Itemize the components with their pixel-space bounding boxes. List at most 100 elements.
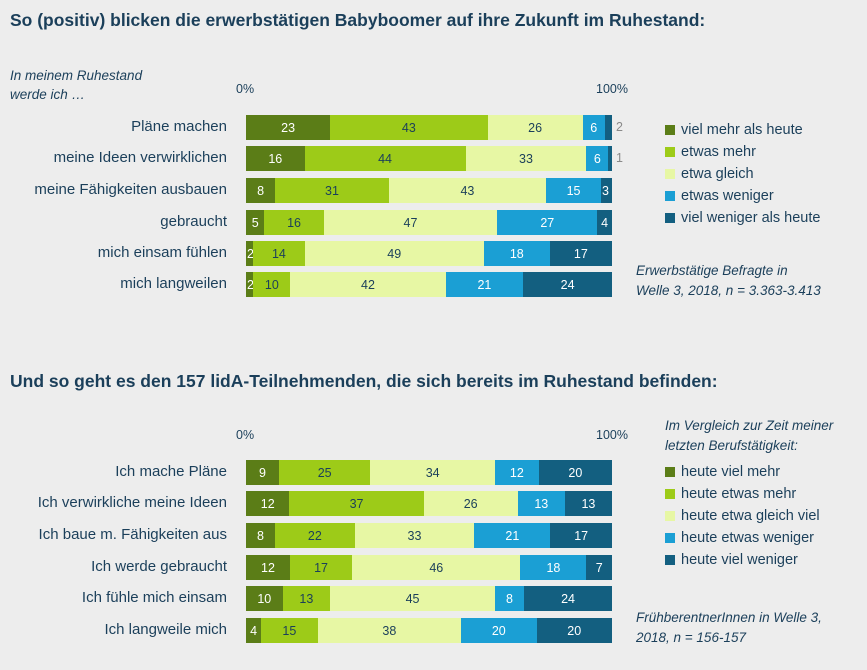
chart2-bar-segment: 12 (246, 491, 290, 516)
chart2-data-label: 22 (307, 528, 322, 543)
chart2-data-label: 24 (561, 591, 575, 606)
chart1-legend-swatch (665, 147, 675, 157)
chart2-data-label: 4 (250, 623, 258, 638)
chart1-legend-label: viel mehr als heute (681, 122, 803, 138)
chart1-data-label: 16 (268, 151, 283, 166)
chart1-legend-swatch (665, 169, 675, 179)
chart2-data-label: 46 (429, 560, 444, 575)
chart2-bar-row: 9 25 34 12 20 (246, 460, 612, 485)
chart2-bar-segment: 15 (261, 618, 318, 643)
chart2-bar-segment: 24 (524, 586, 612, 611)
chart1-data-label: 23 (281, 120, 296, 135)
chart2-data-label: 21 (505, 528, 520, 543)
chart2-legend-item: heute viel mehr (665, 461, 820, 483)
chart1-legend-swatch (665, 191, 675, 201)
chart2-data-label: 34 (425, 465, 440, 480)
chart1-data-label: 26 (528, 120, 543, 135)
chart1-data-label: 27 (540, 215, 555, 230)
chart1-data-label: 33 (519, 151, 533, 166)
chart2-bar-segment: 38 (317, 618, 462, 643)
chart1-bar-segment: 16 (246, 146, 305, 171)
chart1-legend-item: viel weniger als heute (665, 207, 820, 229)
chart2-data-label: 15 (282, 623, 297, 638)
chart1-data-label: 4 (601, 215, 609, 230)
chart1-legend-label: etwas mehr (681, 144, 756, 160)
chart2-data-label: 37 (349, 496, 364, 511)
chart1-legend-item: etwas weniger (665, 185, 820, 207)
chart1-bar-segment: 17 (549, 241, 612, 266)
chart1-bar-segment: 10 (253, 272, 291, 297)
chart1-bar-segment: 8 (246, 178, 276, 203)
chart1-bar-segment: 27 (497, 210, 598, 235)
chart1-category-prefix: In meinem Ruhestand werde ich … (10, 68, 143, 102)
chart2-data-label: 12 (261, 560, 275, 575)
chart1-bar-segment: 43 (388, 178, 547, 203)
chart1-bar-segment: 42 (290, 272, 446, 297)
chart2-legend-label: heute etwa gleich viel (681, 508, 820, 524)
chart2-legend-item: heute etwas mehr (665, 483, 820, 505)
chart2-data-label: 20 (567, 623, 582, 638)
chart1-bar-segment: 14 (253, 241, 305, 266)
chart1-data-label: 16 (287, 215, 301, 230)
chart1-bar-row: 2 14 49 18 17 (246, 241, 612, 266)
chart1-data-label: 15 (566, 183, 581, 198)
chart2-data-label: 8 (506, 591, 513, 606)
chart1-bar-segment: 6 (582, 115, 605, 140)
chart2-tick-0: 0% (236, 428, 255, 442)
chart1-legend-swatch (665, 125, 675, 135)
chart2-category-label: Ich langweile mich (104, 621, 227, 638)
chart2-bar-segment: 22 (274, 523, 355, 548)
chart1-data-label: 2 (247, 246, 254, 261)
chart1-legend-item: viel mehr als heute (665, 119, 820, 141)
chart1-bar-segment: 2 (246, 272, 254, 297)
chart1-data-label: 43 (401, 120, 416, 135)
chart2-legend: heute viel mehr heute etwas mehr heute etw… (665, 461, 820, 571)
chart1-legend: viel mehr als heute etwas mehr etwa gleich… (665, 119, 820, 229)
chart2-category-label: Ich mache Pläne (115, 463, 227, 480)
chart2-category-label: Ich baue m. Fähigkeiten aus (38, 526, 227, 543)
chart1-bar-segment: 49 (304, 241, 484, 266)
chart2-bar-row: 12 17 46 18 7 (246, 555, 612, 580)
chart2-data-label: 38 (382, 623, 397, 638)
chart2-data-label: 45 (405, 591, 420, 606)
chart1-bar-segment (604, 115, 612, 140)
chart2-bar-segment: 20 (461, 618, 537, 643)
chart1-bar-row: 16 44 33 6 (246, 146, 612, 171)
chart2-bar-row: 4 15 38 20 20 (246, 618, 612, 643)
chart1-data-label: 47 (403, 215, 418, 230)
chart1-bar-segment: 5 (246, 210, 265, 235)
chart2-note-line1: FrühberentnerInnen in Welle 3, (636, 610, 822, 625)
chart2-bar-segment: 7 (586, 555, 612, 580)
chart1-data-label: 10 (264, 277, 279, 292)
chart1-note-line2: Welle 3, 2018, n = 3.363-3.413 (636, 283, 821, 298)
chart2-legend-swatch (665, 511, 675, 521)
chart1-data-label: 21 (477, 277, 492, 292)
chart1-tick-100: 100% (596, 82, 628, 96)
chart1-bar-row: 23 43 26 6 (246, 115, 612, 140)
chart1-legend-label: viel weniger als heute (681, 210, 821, 226)
chart1-legend-label: etwas weniger (681, 188, 774, 204)
chart2-note-line2: 2018, n = 156-157 (636, 630, 746, 645)
chart2-bar-row: 10 13 45 8 24 (246, 586, 612, 611)
chart1-note-line1: Erwerbstätige Befragte in (636, 263, 788, 278)
chart1-data-label: 18 (509, 246, 524, 261)
chart2-data-label: 17 (314, 560, 328, 575)
chart1-title: So (positiv) blicken die erwerbstätigen … (10, 10, 706, 30)
chart1-bar-segment: 26 (487, 115, 583, 140)
chart1-data-label: 6 (593, 151, 601, 166)
chart1-bar-segment: 15 (546, 178, 601, 203)
chart1-data-label-outside: 1 (616, 151, 623, 165)
chart2-bar-segment: 8 (246, 523, 275, 548)
chart2-legend-label: heute etwas weniger (681, 530, 814, 546)
chart2-legend-title-line1: Im Vergleich zur Zeit meiner (665, 418, 834, 433)
chart1-data-label: 2 (247, 277, 254, 292)
chart1-data-label: 43 (460, 183, 475, 198)
chart1-bar-segment: 16 (264, 210, 324, 235)
chart1-legend-item: etwas mehr (665, 141, 820, 163)
chart1-data-label: 6 (590, 120, 598, 135)
chart1-data-label: 17 (573, 246, 588, 261)
chart2-category-label: Ich fühle mich einsam (81, 589, 227, 606)
chart1-bar-segment: 24 (523, 272, 612, 297)
chart1-data-label: 3 (601, 183, 609, 198)
chart2-bar-segment: 13 (282, 586, 331, 611)
